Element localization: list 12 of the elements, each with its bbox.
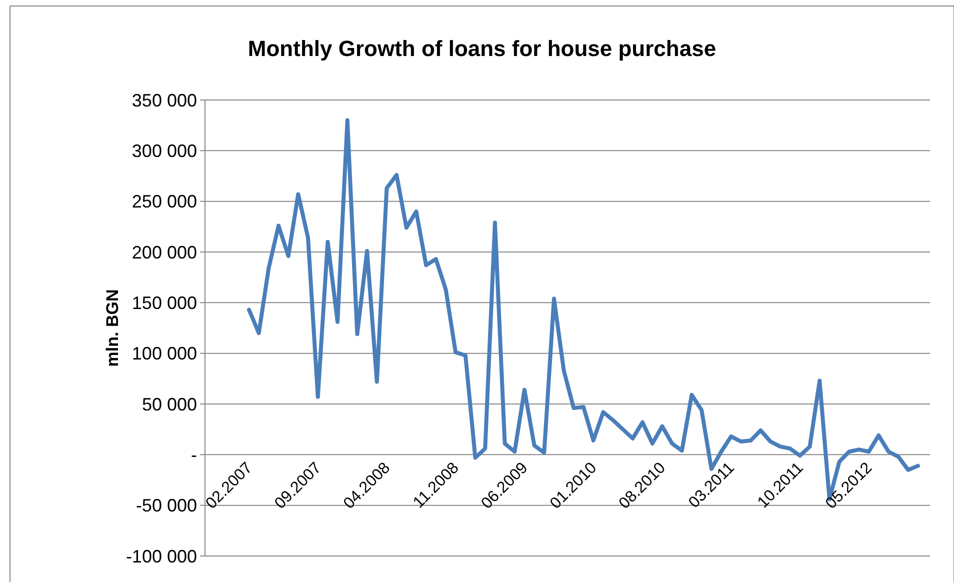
- y-tick-label: -100 000: [126, 546, 197, 566]
- y-tick-label: 250 000: [132, 192, 197, 212]
- y-tick-label: 100 000: [132, 344, 197, 364]
- y-tick-label: -: [191, 444, 197, 465]
- y-tick-label: 300 000: [132, 140, 197, 161]
- chart-title: Monthly Growth of loans for house purchase: [248, 36, 716, 61]
- y-tick-label: 200 000: [132, 242, 197, 262]
- y-tick-label: 150 000: [132, 292, 197, 313]
- y-axis-title: mln. BGN: [103, 289, 122, 367]
- y-tick-label: -50 000: [136, 496, 197, 516]
- y-tick-label: 350 000: [132, 90, 197, 110]
- y-tick-label: 50 000: [142, 394, 197, 414]
